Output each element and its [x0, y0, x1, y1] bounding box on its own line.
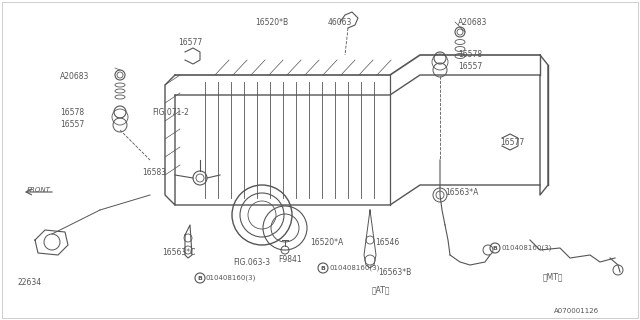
Text: 16520*B: 16520*B	[255, 18, 288, 27]
Text: 〈MT〉: 〈MT〉	[543, 272, 563, 281]
Text: B: B	[493, 245, 497, 251]
Text: 16546: 16546	[375, 238, 399, 247]
Text: 46063: 46063	[328, 18, 353, 27]
Text: 16557: 16557	[458, 62, 483, 71]
Text: 16578: 16578	[60, 108, 84, 117]
Text: 16557: 16557	[60, 120, 84, 129]
Text: 16563*C: 16563*C	[162, 248, 195, 257]
Text: 16578: 16578	[458, 50, 482, 59]
Text: 16583: 16583	[142, 168, 166, 177]
Text: A070001126: A070001126	[554, 308, 599, 314]
Text: 16577: 16577	[178, 38, 202, 47]
Text: 16563*A: 16563*A	[445, 188, 478, 197]
Text: B: B	[321, 266, 325, 270]
Text: F9841: F9841	[278, 255, 301, 264]
Text: 16563*B: 16563*B	[378, 268, 412, 277]
Text: FIG.071-2: FIG.071-2	[152, 108, 189, 117]
Text: 010408160(3): 010408160(3)	[206, 275, 257, 281]
Text: 010408160(3): 010408160(3)	[329, 265, 380, 271]
Text: A20683: A20683	[60, 72, 90, 81]
Text: B: B	[198, 276, 202, 281]
Text: 〈AT〉: 〈AT〉	[372, 285, 390, 294]
Text: 22634: 22634	[18, 278, 42, 287]
Text: 010408160(3): 010408160(3)	[501, 245, 552, 251]
Text: A20683: A20683	[458, 18, 488, 27]
Text: FRONT: FRONT	[27, 187, 51, 193]
Text: FIG.063-3: FIG.063-3	[233, 258, 270, 267]
Text: 16520*A: 16520*A	[310, 238, 343, 247]
Text: 16577: 16577	[500, 138, 524, 147]
